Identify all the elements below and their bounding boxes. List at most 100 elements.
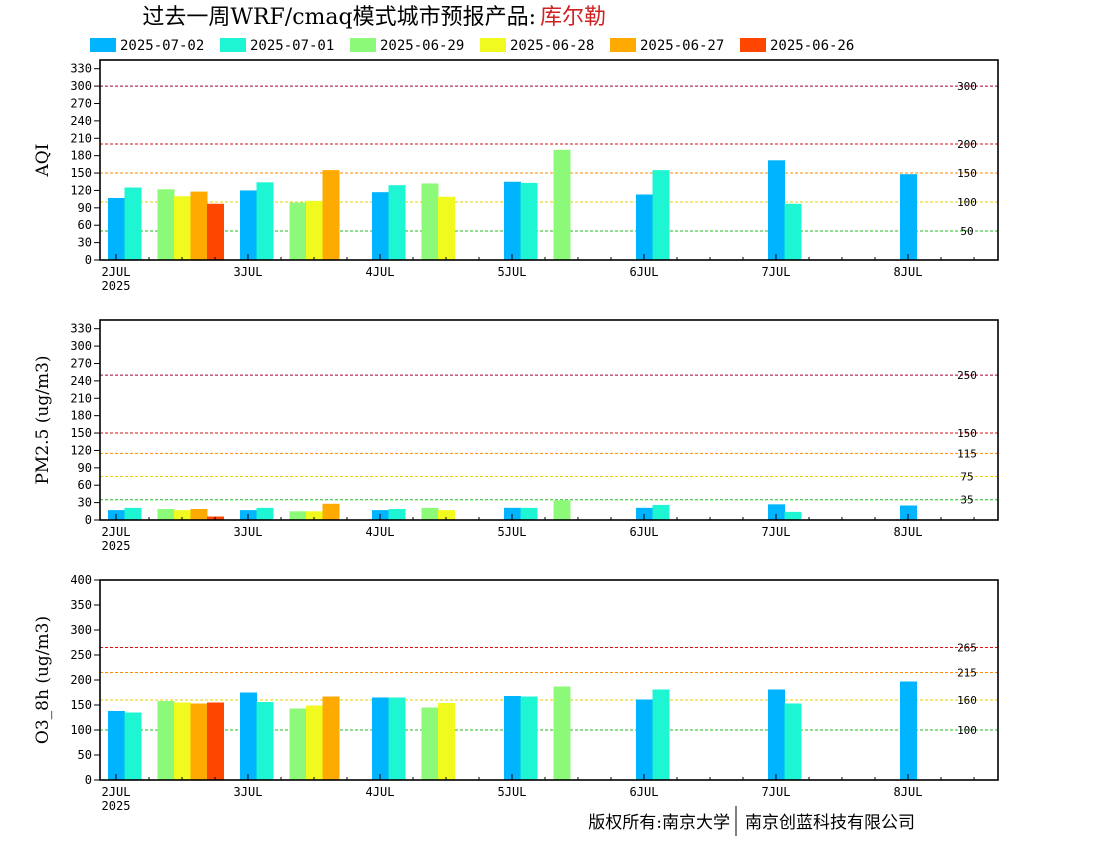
y-axis-label: AQI	[33, 144, 53, 178]
y-tick-label: 30	[78, 236, 92, 250]
legend-label: 2025-06-26	[770, 38, 854, 54]
chart-panels: 0 30 60 90 120 150 180 210 240 270 300 330 50 100 150 2…	[33, 59, 999, 813]
y-tick-label: 60	[78, 478, 92, 492]
x-tick-label: 7JUL	[762, 265, 791, 279]
bar	[520, 507, 538, 520]
threshold-label: 150	[957, 167, 977, 180]
bar	[157, 701, 175, 780]
x-tick-label: 3JUL	[234, 525, 263, 539]
y-tick-label: 90	[78, 201, 92, 215]
plot-frame	[99, 319, 999, 521]
bar	[190, 508, 208, 520]
x-tick-label: 3JUL	[234, 265, 263, 279]
y-tick-label: 150	[70, 166, 92, 180]
y-tick-label: 210	[70, 391, 92, 405]
y-tick-label: 120	[70, 443, 92, 457]
bar	[322, 170, 340, 260]
legend-swatch	[220, 38, 246, 52]
y-tick-label: 200	[70, 673, 92, 687]
bar	[784, 203, 802, 260]
x-tick-label: 4JUL	[366, 525, 395, 539]
bar	[421, 507, 439, 520]
threshold-label: 300	[957, 80, 977, 93]
bar	[768, 689, 785, 780]
x-year-label: 2025	[102, 799, 131, 813]
x-tick-label: 4JUL	[366, 785, 395, 799]
x-tick-label: 2JUL	[102, 525, 131, 539]
copyright-owner: 版权所有:南京大学	[588, 813, 730, 833]
x-tick-label: 8JUL	[894, 785, 923, 799]
bar	[520, 182, 538, 260]
threshold-label: 50	[960, 225, 973, 238]
bar	[256, 507, 274, 520]
y-axis-label: O3_8h (ug/m3)	[33, 616, 53, 744]
threshold-label: 250	[957, 369, 977, 382]
y-tick-label: 150	[70, 698, 92, 712]
threshold-label: 100	[957, 724, 977, 737]
bar	[372, 697, 389, 780]
bar	[190, 191, 208, 260]
y-tick-label: 240	[70, 374, 92, 388]
threshold-label: 215	[957, 667, 977, 680]
bar	[900, 681, 917, 780]
y-tick-label: 330	[70, 62, 92, 76]
legend-label: 2025-06-28	[510, 38, 594, 54]
bar	[372, 192, 389, 260]
bar	[421, 707, 439, 780]
bar	[504, 507, 521, 520]
bar	[124, 187, 142, 260]
legend: 2025-07-02 2025-07-01 2025-06-29 2025-06-28…	[90, 38, 854, 54]
bar	[289, 708, 307, 780]
x-tick-label: 5JUL	[498, 525, 527, 539]
bar	[388, 508, 406, 520]
plot-frame	[99, 59, 999, 261]
y-tick-label: 90	[78, 461, 92, 475]
y-tick-label: 30	[78, 496, 92, 510]
threshold-label: 265	[957, 642, 977, 655]
panel-2: 0 30 60 90 120 150 180 210 240 270 300 330 35 75 115 15…	[33, 319, 999, 553]
bar	[652, 689, 670, 780]
bar	[174, 196, 191, 260]
bar	[207, 702, 224, 780]
y-tick-label: 180	[70, 409, 92, 423]
x-tick-label: 3JUL	[234, 785, 263, 799]
bar	[207, 203, 224, 260]
y-tick-label: 240	[70, 114, 92, 128]
bar	[784, 511, 802, 520]
x-tick-label: 7JUL	[762, 525, 791, 539]
y-tick-label: 50	[78, 748, 92, 762]
bar	[388, 697, 406, 780]
y-tick-label: 350	[70, 598, 92, 612]
bar	[108, 197, 125, 260]
threshold-label: 75	[960, 471, 973, 484]
y-tick-label: 0	[85, 773, 92, 787]
bar	[900, 505, 917, 520]
bar	[504, 696, 521, 780]
x-tick-label: 2JUL	[102, 265, 131, 279]
bar	[240, 190, 257, 260]
bar	[240, 692, 257, 780]
y-tick-label: 400	[70, 573, 92, 587]
bar	[553, 149, 571, 260]
bar	[636, 507, 653, 520]
y-tick-label: 270	[70, 96, 92, 110]
bar	[157, 189, 175, 260]
x-tick-label: 5JUL	[498, 265, 527, 279]
legend-swatch	[610, 38, 636, 52]
bar	[124, 507, 142, 520]
bar	[388, 185, 406, 260]
x-tick-label: 2JUL	[102, 785, 131, 799]
bar	[124, 712, 142, 780]
bar	[306, 511, 323, 520]
copyright-company: 南京创蓝科技有限公司	[745, 813, 915, 833]
panel-3: 0 50 100 150 200 250 300 350 400 100 160 215 265 2JUL…	[33, 573, 999, 813]
y-tick-label: 300	[70, 623, 92, 637]
threshold-label: 35	[960, 494, 973, 507]
bar	[438, 510, 455, 520]
bar	[504, 181, 521, 260]
bar	[256, 702, 274, 780]
plot-frame	[99, 579, 999, 781]
x-year-label: 2025	[102, 539, 131, 553]
x-tick-label: 6JUL	[630, 265, 659, 279]
y-tick-label: 250	[70, 648, 92, 662]
